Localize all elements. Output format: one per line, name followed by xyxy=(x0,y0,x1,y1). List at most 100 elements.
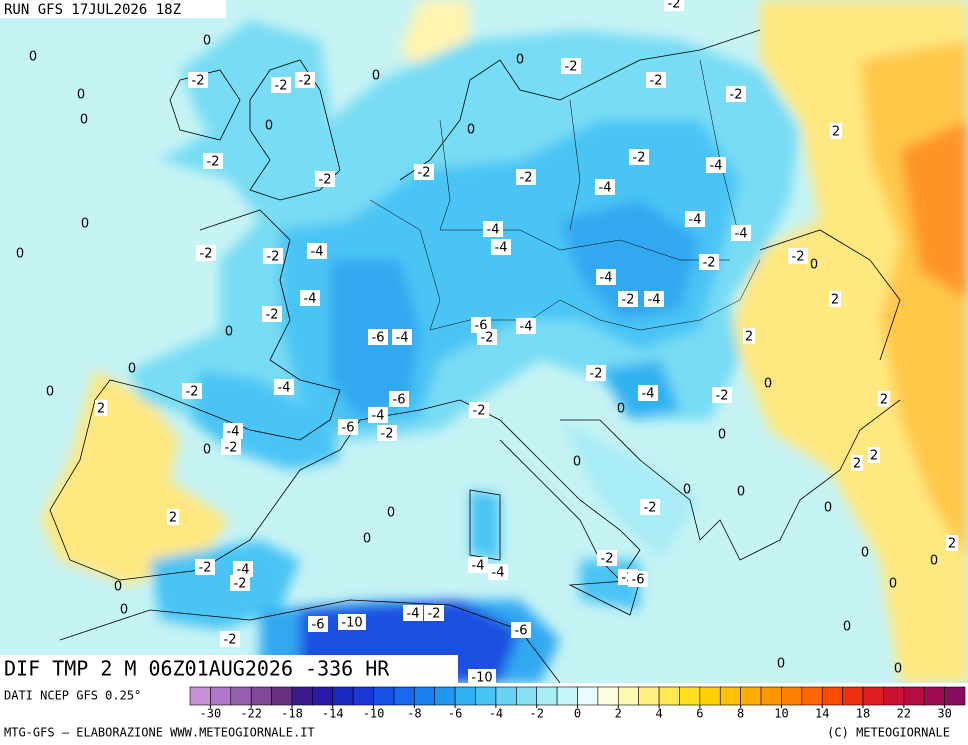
map-value-label: -10 xyxy=(341,616,362,631)
map-value-label: 0 xyxy=(128,362,136,377)
label-box xyxy=(586,365,606,381)
map-value-label: 0 xyxy=(77,88,85,103)
map-value-label: 0 xyxy=(573,455,581,470)
colorbar-swatch xyxy=(597,686,619,706)
label-box xyxy=(699,254,719,270)
footer-left: MTG-GFS – ELABORAZIONE WWW.METEOGIORNALE… xyxy=(4,726,315,740)
label-box xyxy=(491,239,511,255)
label-box xyxy=(377,425,397,441)
map-value-label: -2 xyxy=(381,427,394,442)
map-value-label: 0 xyxy=(777,657,785,672)
colorbar-tick-label: 4 xyxy=(655,707,662,721)
map-value-label: -4 xyxy=(311,245,324,260)
temperature-field xyxy=(40,0,968,683)
map-value-label: 0 xyxy=(861,546,869,561)
label-box xyxy=(233,561,253,577)
colorbar-swatch xyxy=(271,686,293,706)
map-value-label: -2 xyxy=(319,173,332,188)
label-box xyxy=(644,291,664,307)
label-box xyxy=(628,571,648,587)
map-value-label: -2 xyxy=(266,308,279,323)
label-box xyxy=(595,179,615,195)
colorbar-swatch xyxy=(189,686,211,706)
colorbar-swatch xyxy=(210,686,232,706)
label-box xyxy=(338,419,358,435)
label-box xyxy=(308,616,328,632)
map-value-label: 0 xyxy=(810,258,818,273)
map-value-label: -6 xyxy=(342,421,355,436)
map-value-label: -2 xyxy=(473,404,486,419)
colorbar-swatch xyxy=(842,686,864,706)
label-box xyxy=(830,123,842,139)
map-value-label: 0 xyxy=(372,69,380,84)
colorbar-tick-label: 0 xyxy=(574,707,581,721)
map-value-label: 2 xyxy=(832,125,840,140)
label-box xyxy=(561,58,581,74)
colorbar-tick-label: -14 xyxy=(322,707,344,721)
map-value-label: -2 xyxy=(234,577,247,592)
colorbar-swatch xyxy=(862,686,884,706)
map-value-label: -2 xyxy=(520,171,533,186)
map-value-label: 0 xyxy=(265,119,273,134)
colorbar-swatch xyxy=(679,686,701,706)
field-label: DIF TMP 2 M 06Z01AUG2026 -336 HR xyxy=(4,657,390,681)
map-value-label: -2 xyxy=(225,441,238,456)
map-value-label: -4 xyxy=(487,223,500,238)
map-value-label: -4 xyxy=(372,409,385,424)
map-labels: 0 0 -2 -2 -2 0 0 0 0 -2 -2 0 0 -2 -2 -4 -2 -2 0 0 -2 -2 -2 2 -2 -… xyxy=(16,0,958,686)
label-box xyxy=(414,164,434,180)
label-box xyxy=(368,329,388,345)
label-box xyxy=(829,291,841,307)
label-box xyxy=(182,383,202,399)
map-value-label: 0 xyxy=(16,247,24,262)
colorbar-swatch xyxy=(516,686,538,706)
map-value-label: -4 xyxy=(278,381,291,396)
colorbar-swatch xyxy=(434,686,456,706)
label-box xyxy=(403,605,423,621)
map-value-label: -2 xyxy=(716,389,729,404)
map-value-label: -4 xyxy=(599,181,612,196)
label-box xyxy=(726,86,746,102)
label-box xyxy=(664,0,684,11)
colorbar-swatch xyxy=(781,686,803,706)
label-box xyxy=(712,387,732,403)
colorbar-swatch xyxy=(740,686,762,706)
map-value-label: -2 xyxy=(418,166,431,181)
colorbar-swatch xyxy=(760,686,782,706)
map-value-label: -2 xyxy=(207,155,220,170)
map-value-label: -2 xyxy=(428,607,441,622)
colorbar-tick-label: 10 xyxy=(774,707,788,721)
field-label-box xyxy=(0,655,458,683)
colorbar-swatch xyxy=(556,686,578,706)
label-box xyxy=(483,221,503,237)
label-box xyxy=(597,550,617,566)
label-box xyxy=(223,423,243,439)
colorbar-tick-label: 2 xyxy=(615,707,622,721)
map-value-label: 0 xyxy=(824,501,832,516)
map-value-label: 0 xyxy=(46,385,54,400)
colorbar-swatch xyxy=(801,686,823,706)
label-box xyxy=(788,248,808,264)
label-box xyxy=(618,291,638,307)
map-value-label: 0 xyxy=(203,34,211,49)
colorbar: -30 -22 -18 -14 -10 -8 -6 -4 -2 0 2 4 6 8 10 14 18 22 30 xyxy=(189,686,966,721)
map-value-label: 0 xyxy=(80,113,88,128)
label-box xyxy=(646,72,666,88)
label-box xyxy=(488,564,508,580)
run-title: RUN GFS 17JUL2026 18Z xyxy=(4,2,181,18)
map-value-label: -2 xyxy=(622,293,635,308)
label-box xyxy=(196,245,216,261)
colorbar-swatch xyxy=(373,686,395,706)
label-box xyxy=(468,557,488,573)
map-value-label: -2 xyxy=(565,60,578,75)
map-value-label: 0 xyxy=(387,506,395,521)
map-value-label: -2 xyxy=(590,367,603,382)
map-value-label: 0 xyxy=(889,577,897,592)
map-value-label: -6 xyxy=(312,618,325,633)
label-box xyxy=(851,455,863,471)
colorbar-tick-label: -10 xyxy=(363,707,385,721)
label-box xyxy=(878,391,890,407)
label-box xyxy=(511,622,531,638)
colorbar-tick-label: -2 xyxy=(529,707,543,721)
